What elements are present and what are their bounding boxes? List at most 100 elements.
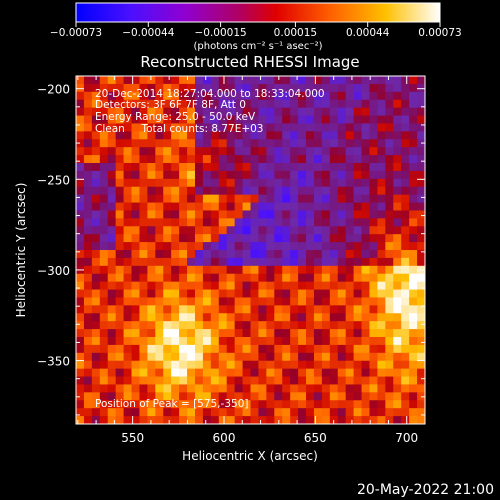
heatmap-cell	[234, 416, 244, 424]
heatmap-cell	[401, 376, 410, 386]
heatmap-cell	[369, 265, 379, 275]
heatmap-cell	[91, 115, 101, 125]
heatmap-cell	[218, 202, 228, 212]
heatmap-cell	[298, 329, 307, 338]
heatmap-cell	[226, 123, 236, 132]
heatmap-cell	[361, 115, 371, 125]
heatmap-cell	[210, 76, 220, 85]
heatmap-cell	[83, 107, 93, 117]
heatmap-cell	[187, 210, 196, 219]
heatmap-cell	[194, 250, 204, 259]
heatmap-cell	[147, 368, 156, 378]
heatmap-cell	[76, 99, 85, 109]
heatmap-cell	[202, 123, 212, 132]
heatmap-cell	[313, 400, 323, 409]
heatmap-cell	[274, 139, 283, 148]
heatmap-cell	[401, 242, 410, 251]
heatmap-cell	[83, 408, 93, 417]
heatmap-cell	[202, 321, 212, 330]
heatmap-cell	[353, 321, 363, 330]
heatmap-cell	[409, 408, 418, 417]
heatmap-cell	[393, 178, 402, 188]
heatmap-cell	[147, 305, 156, 314]
heatmap-cell	[194, 155, 204, 164]
heatmap-cell	[250, 242, 260, 251]
heatmap-cell	[99, 202, 109, 212]
heatmap-cell	[401, 139, 410, 148]
heatmap-cell	[139, 218, 148, 227]
heatmap-cell	[353, 163, 363, 172]
heatmap-cell	[321, 139, 331, 148]
heatmap-cell	[147, 360, 156, 370]
heatmap-cell	[250, 139, 260, 148]
heatmap-cell	[107, 226, 117, 235]
heatmap-cell	[345, 226, 355, 235]
heatmap-cell	[115, 408, 125, 417]
heatmap-cell	[179, 352, 188, 362]
heatmap-cell	[99, 305, 109, 314]
heatmap-cell	[242, 408, 252, 417]
heatmap-cell	[417, 91, 425, 101]
heatmap-cell	[131, 186, 141, 196]
heatmap-cell	[147, 234, 156, 243]
heatmap-cell	[131, 400, 141, 409]
heatmap-cell	[274, 178, 283, 188]
heatmap-cell	[91, 83, 101, 93]
heatmap-cell	[345, 321, 355, 330]
heatmap-cell	[321, 131, 331, 140]
heatmap-cell	[369, 337, 379, 346]
heatmap-cell	[155, 250, 164, 259]
heatmap-cell	[353, 242, 363, 251]
heatmap-cell	[163, 337, 172, 346]
heatmap-cell	[218, 352, 228, 362]
heatmap-cell	[99, 257, 109, 267]
heatmap-cell	[163, 313, 172, 322]
heatmap-cell	[210, 139, 220, 148]
heatmap-cell	[250, 376, 260, 386]
heatmap-cell	[329, 321, 339, 330]
heatmap-cell	[194, 400, 204, 409]
heatmap-cell	[329, 376, 339, 386]
heatmap-cell	[234, 123, 244, 132]
heatmap-cell	[258, 83, 267, 93]
heatmap-cell	[194, 344, 204, 354]
heatmap-cell	[409, 368, 418, 378]
heatmap-cell	[321, 305, 331, 314]
heatmap-cell	[187, 226, 196, 235]
heatmap-cell	[353, 107, 363, 117]
heatmap-cell	[242, 226, 252, 235]
heatmap-cell	[155, 265, 164, 275]
heatmap-cell	[179, 376, 188, 386]
heatmap-cell	[329, 408, 339, 417]
heatmap-cell	[131, 83, 141, 93]
heatmap-cell	[76, 344, 85, 354]
heatmap-cell	[83, 329, 93, 338]
heatmap-cell	[76, 163, 85, 172]
heatmap-cell	[210, 107, 220, 117]
heatmap-cell	[242, 76, 252, 85]
heatmap-cell	[353, 408, 363, 417]
heatmap-cell	[83, 297, 93, 306]
heatmap-cell	[83, 416, 93, 424]
heatmap-cell	[337, 352, 347, 362]
heatmap-cell	[282, 329, 291, 338]
heatmap-cell	[171, 368, 180, 378]
heatmap-cell	[187, 360, 196, 370]
heatmap-cell	[282, 107, 291, 117]
heatmap-cell	[131, 416, 141, 424]
heatmap-cell	[163, 384, 172, 393]
heatmap-cell	[131, 178, 141, 188]
heatmap-cell	[147, 384, 156, 393]
heatmap-cell	[107, 281, 117, 291]
heatmap-cell	[298, 376, 307, 386]
heatmap-cell	[329, 250, 339, 259]
heatmap-cell	[147, 321, 156, 330]
heatmap-cell	[131, 408, 141, 417]
heatmap-cell	[171, 155, 180, 164]
heatmap-cell	[250, 218, 260, 227]
heatmap-cell	[194, 202, 204, 212]
heatmap-cell	[258, 289, 267, 299]
heatmap-cell	[107, 360, 117, 370]
heatmap-cell	[337, 123, 347, 132]
heatmap-cell	[155, 131, 164, 140]
